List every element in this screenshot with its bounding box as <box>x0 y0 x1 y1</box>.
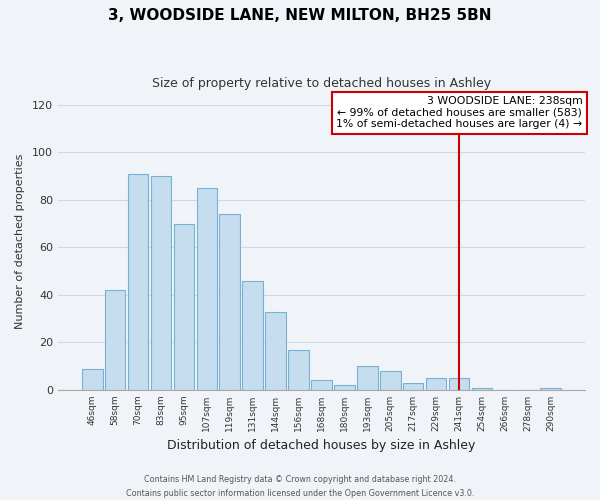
Text: Contains HM Land Registry data © Crown copyright and database right 2024.
Contai: Contains HM Land Registry data © Crown c… <box>126 476 474 498</box>
Bar <box>151 176 171 390</box>
Bar <box>82 368 103 390</box>
Bar <box>449 378 469 390</box>
Bar <box>128 174 148 390</box>
Bar <box>197 188 217 390</box>
Bar <box>288 350 309 390</box>
Bar <box>105 290 125 390</box>
Bar <box>311 380 332 390</box>
Bar <box>334 385 355 390</box>
Text: 3, WOODSIDE LANE, NEW MILTON, BH25 5BN: 3, WOODSIDE LANE, NEW MILTON, BH25 5BN <box>108 8 492 22</box>
X-axis label: Distribution of detached houses by size in Ashley: Distribution of detached houses by size … <box>167 440 476 452</box>
Bar <box>380 371 401 390</box>
Bar <box>265 312 286 390</box>
Bar <box>242 280 263 390</box>
Y-axis label: Number of detached properties: Number of detached properties <box>15 154 25 329</box>
Title: Size of property relative to detached houses in Ashley: Size of property relative to detached ho… <box>152 78 491 90</box>
Bar <box>472 388 492 390</box>
Bar <box>173 224 194 390</box>
Bar <box>220 214 240 390</box>
Bar <box>426 378 446 390</box>
Bar <box>357 366 377 390</box>
Bar <box>541 388 561 390</box>
Bar <box>403 383 424 390</box>
Text: 3 WOODSIDE LANE: 238sqm
← 99% of detached houses are smaller (583)
1% of semi-de: 3 WOODSIDE LANE: 238sqm ← 99% of detache… <box>336 96 583 129</box>
